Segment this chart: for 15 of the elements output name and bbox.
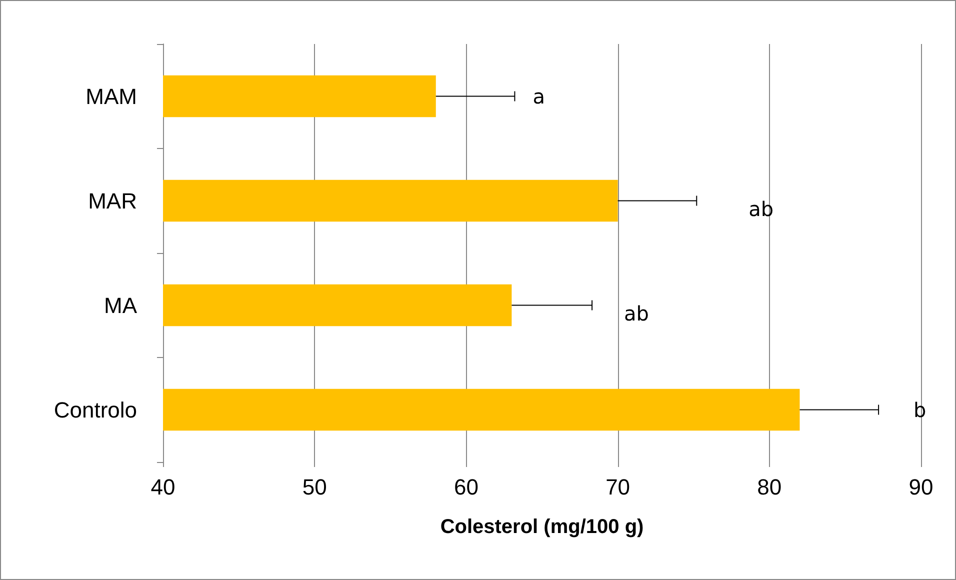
- x-tick-label: 40: [150, 474, 176, 500]
- x-axis-title: Colesterol (mg/100 g): [440, 516, 644, 538]
- x-tick-label: 80: [757, 474, 782, 500]
- x-tick-label: 90: [908, 474, 934, 500]
- annotation: a: [532, 84, 545, 108]
- y-tick-label: Controlo: [54, 397, 137, 422]
- x-tick-label: 60: [454, 474, 478, 500]
- y-tick-label: MAM: [86, 84, 137, 109]
- x-tick-label: 70: [606, 474, 630, 500]
- y-tick-label: MA: [104, 292, 138, 318]
- x-tick-label: 50: [302, 474, 327, 500]
- y-tick-label: MAR: [88, 188, 137, 214]
- annotation: ab: [624, 301, 649, 326]
- annotation: b: [914, 398, 926, 422]
- annotation: ab: [748, 196, 774, 221]
